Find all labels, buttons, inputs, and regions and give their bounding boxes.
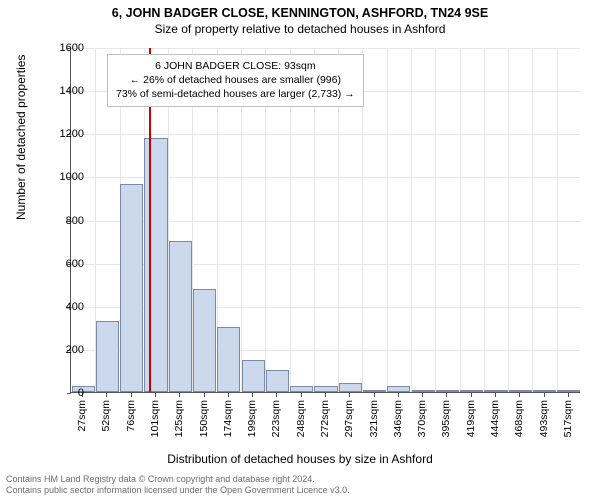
histogram-bar bbox=[363, 390, 386, 392]
y-axis-label: Number of detached properties bbox=[14, 55, 28, 220]
histogram-bar bbox=[509, 390, 532, 392]
xtick-mark bbox=[228, 393, 229, 397]
xtick-mark bbox=[252, 393, 253, 397]
histogram-bar bbox=[217, 327, 240, 392]
histogram-bar bbox=[557, 390, 580, 392]
title-block: 6, JOHN BADGER CLOSE, KENNINGTON, ASHFOR… bbox=[0, 0, 600, 36]
xtick-mark bbox=[519, 393, 520, 397]
xtick-label: 101sqm bbox=[149, 400, 161, 437]
chart-container: 6, JOHN BADGER CLOSE, KENNINGTON, ASHFOR… bbox=[0, 0, 600, 500]
footer-line1: Contains HM Land Registry data © Crown c… bbox=[6, 474, 350, 485]
xtick-label: 223sqm bbox=[270, 400, 282, 437]
histogram-bar bbox=[242, 360, 265, 392]
histogram-bar bbox=[266, 370, 289, 392]
annotation-box: 6 JOHN BADGER CLOSE: 93sqm ← 26% of deta… bbox=[107, 54, 364, 107]
xtick-mark bbox=[155, 393, 156, 397]
chart-title: 6, JOHN BADGER CLOSE, KENNINGTON, ASHFOR… bbox=[0, 6, 600, 20]
xtick-mark bbox=[422, 393, 423, 397]
xtick-label: 370sqm bbox=[416, 400, 428, 437]
xtick-mark bbox=[398, 393, 399, 397]
xtick-mark bbox=[204, 393, 205, 397]
xtick-mark bbox=[495, 393, 496, 397]
histogram-bar bbox=[96, 321, 119, 392]
x-axis-label: Distribution of detached houses by size … bbox=[0, 452, 600, 466]
xtick-label: 52sqm bbox=[100, 400, 112, 432]
grid-horizontal bbox=[71, 134, 580, 135]
xtick-label: 346sqm bbox=[392, 400, 404, 437]
histogram-bar bbox=[484, 390, 507, 392]
xtick-mark bbox=[301, 393, 302, 397]
xtick-label: 468sqm bbox=[513, 400, 525, 437]
xtick-label: 493sqm bbox=[538, 400, 550, 437]
ytick-label: 1600 bbox=[60, 42, 84, 54]
plot-region: 6 JOHN BADGER CLOSE: 93sqm ← 26% of deta… bbox=[70, 48, 580, 393]
xtick-mark bbox=[374, 393, 375, 397]
annotation-line2: ← 26% of detached houses are smaller (99… bbox=[116, 73, 355, 87]
xtick-label: 248sqm bbox=[295, 400, 307, 437]
annotation-line1: 6 JOHN BADGER CLOSE: 93sqm bbox=[116, 59, 355, 73]
ytick-label: 600 bbox=[66, 258, 84, 270]
annotation-line3: 73% of semi-detached houses are larger (… bbox=[116, 87, 355, 101]
xtick-mark bbox=[471, 393, 472, 397]
xtick-label: 27sqm bbox=[76, 400, 88, 432]
histogram-bar bbox=[412, 390, 435, 392]
histogram-bar bbox=[339, 383, 362, 392]
chart-subtitle: Size of property relative to detached ho… bbox=[0, 22, 600, 36]
xtick-mark bbox=[446, 393, 447, 397]
ytick-label: 400 bbox=[66, 301, 84, 313]
xtick-label: 419sqm bbox=[465, 400, 477, 437]
histogram-bar bbox=[314, 386, 337, 392]
histogram-bar bbox=[460, 390, 483, 392]
xtick-label: 444sqm bbox=[489, 400, 501, 437]
grid-horizontal bbox=[71, 48, 580, 49]
xtick-mark bbox=[131, 393, 132, 397]
xtick-label: 150sqm bbox=[198, 400, 210, 437]
histogram-bar bbox=[387, 386, 410, 392]
footer-attribution: Contains HM Land Registry data © Crown c… bbox=[6, 474, 350, 497]
xtick-mark bbox=[106, 393, 107, 397]
xtick-mark bbox=[179, 393, 180, 397]
histogram-bar bbox=[436, 390, 459, 392]
ytick-label: 200 bbox=[66, 344, 84, 356]
ytick-label: 0 bbox=[78, 387, 84, 399]
ytick-label: 1000 bbox=[60, 171, 84, 183]
xtick-label: 199sqm bbox=[246, 400, 258, 437]
ytick-label: 1400 bbox=[60, 85, 84, 97]
xtick-mark bbox=[325, 393, 326, 397]
xtick-mark bbox=[568, 393, 569, 397]
xtick-mark bbox=[349, 393, 350, 397]
chart-area: 6 JOHN BADGER CLOSE: 93sqm ← 26% of deta… bbox=[70, 48, 580, 413]
histogram-bar bbox=[290, 386, 313, 392]
histogram-bar bbox=[533, 390, 556, 392]
histogram-bar bbox=[120, 184, 143, 392]
xtick-label: 321sqm bbox=[368, 400, 380, 437]
xtick-label: 125sqm bbox=[173, 400, 185, 437]
xtick-label: 174sqm bbox=[222, 400, 234, 437]
histogram-bar bbox=[193, 289, 216, 393]
histogram-bar bbox=[169, 241, 192, 392]
xtick-label: 272sqm bbox=[319, 400, 331, 437]
xtick-label: 517sqm bbox=[562, 400, 574, 437]
footer-line2: Contains public sector information licen… bbox=[6, 485, 350, 496]
ytick-label: 800 bbox=[66, 215, 84, 227]
xtick-label: 76sqm bbox=[125, 400, 137, 432]
ytick-label: 1200 bbox=[60, 128, 84, 140]
xtick-label: 297sqm bbox=[343, 400, 355, 437]
ytick-mark bbox=[67, 393, 71, 394]
xtick-mark bbox=[544, 393, 545, 397]
xtick-mark bbox=[276, 393, 277, 397]
xtick-label: 395sqm bbox=[440, 400, 452, 437]
